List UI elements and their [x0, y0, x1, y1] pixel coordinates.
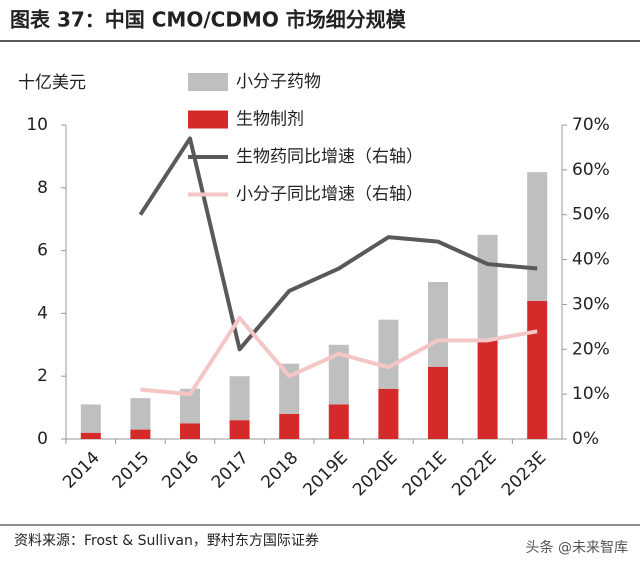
bar: [229, 376, 250, 421]
legend-label: 生物制剂: [236, 110, 304, 130]
source: 资料来源：Frost & Sullivan，野村东方国际证券: [14, 533, 319, 549]
bar: [180, 388, 200, 424]
x-tick-label: 2020E: [349, 448, 401, 500]
y2-tick-label: 60%: [572, 160, 610, 180]
bar: [328, 344, 349, 405]
y2-tick-label: 10%: [572, 384, 610, 404]
y2-tick-label: 40%: [572, 250, 610, 270]
bar: [279, 413, 300, 439]
bar: [527, 172, 548, 301]
legend-label: 生物药同比增速（右轴）: [236, 147, 423, 167]
bar: [477, 234, 498, 339]
x-tick-label: 2023E: [498, 448, 550, 500]
x-tick-label: 2017: [208, 448, 253, 493]
line-series: [140, 315, 538, 397]
y2-tick-label: 30%: [572, 294, 610, 314]
bar: [130, 398, 151, 430]
x-tick-label: 2016: [158, 448, 203, 493]
y-tick-label: 6: [37, 241, 48, 261]
bar: [180, 423, 200, 439]
legend-label: 小分子同比增速（右轴）: [236, 185, 423, 205]
y2-tick-label: 50%: [572, 205, 610, 225]
bar: [527, 300, 548, 439]
y2-tick-label: 0%: [572, 429, 599, 449]
chart-title: 图表 37：中国 CMO/CDMO 市场细分规模: [10, 8, 407, 32]
bar: [428, 366, 448, 439]
legend-swatch: [188, 110, 228, 129]
x-tick-label: 2018: [258, 448, 303, 493]
y-tick-label: 2: [37, 366, 48, 386]
legend-swatch: [188, 73, 228, 91]
bar: [378, 388, 399, 439]
bar: [477, 338, 498, 439]
y-tick-label: 0: [37, 429, 48, 449]
y-tick-label: 4: [37, 303, 48, 323]
x-tick-label: 2022E: [448, 448, 500, 500]
bar: [80, 432, 101, 439]
y-tick-label: 10: [26, 115, 48, 135]
watermark: 头条 @未来智库: [526, 539, 628, 556]
y-tick-label: 8: [37, 178, 48, 198]
bar: [80, 404, 101, 433]
x-tick-label: 2019E: [300, 448, 352, 500]
line-series: [138, 136, 538, 352]
bar: [378, 319, 399, 389]
y2-tick-label: 20%: [572, 339, 610, 359]
bar: [229, 420, 250, 439]
y2-tick-label: 70%: [572, 115, 610, 135]
x-tick-label: 2021E: [399, 448, 451, 500]
x-tick-label: 2014: [59, 448, 104, 493]
bar: [328, 404, 349, 439]
bar: [428, 282, 448, 367]
y-unit-label: 十亿美元: [18, 73, 86, 93]
bar: [279, 363, 300, 414]
legend-label: 小分子药物: [236, 72, 321, 92]
x-tick-label: 2015: [109, 448, 154, 493]
bar: [130, 429, 151, 439]
